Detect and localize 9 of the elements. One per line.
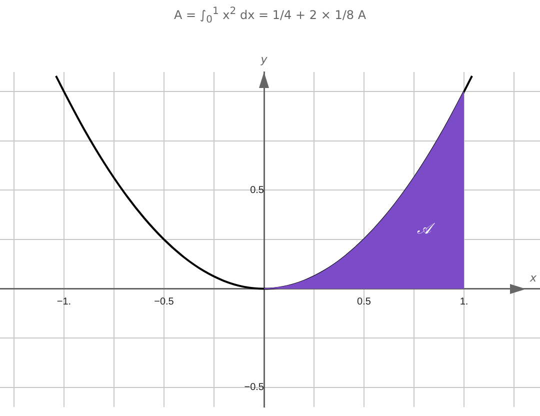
x-tick-label: 1. (460, 296, 468, 308)
annotation: 𝒜 (417, 220, 436, 238)
x-tick-label: −1. (56, 296, 72, 308)
x-tick-label: −0.5 (154, 296, 174, 308)
line-series (55, 74, 473, 290)
x-axis-title: x (529, 272, 537, 285)
y-axis-title: y (260, 52, 268, 66)
x-tick-label: 0.5 (357, 296, 372, 308)
chart-title: A = ∫$_{0}$$^{1}$ x$^{2}$ dx = 1/4 + 2 × 1/8 A (172, 6, 368, 26)
